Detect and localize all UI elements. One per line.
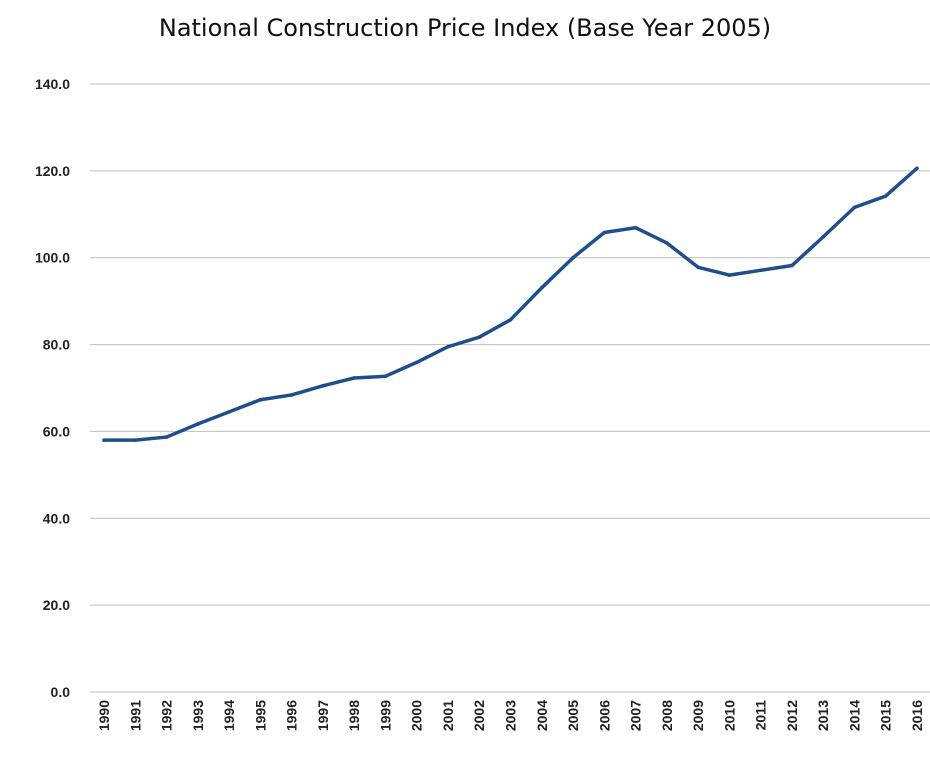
- gridlines: [90, 83, 930, 693]
- x-tick-label: 2004: [534, 700, 550, 731]
- x-tick-label: 2009: [690, 700, 706, 731]
- data-point: [821, 235, 825, 239]
- data-point: [446, 344, 450, 349]
- x-tick-label: 1991: [127, 700, 143, 731]
- y-tick-label: 80.0: [43, 337, 70, 353]
- data-point: [852, 205, 857, 210]
- data-point: [164, 435, 169, 439]
- data-point: [790, 263, 794, 268]
- y-tick-label: 20.0: [43, 597, 70, 613]
- x-tick-label: 2002: [471, 700, 487, 731]
- y-tick-label: 120.0: [35, 163, 70, 179]
- x-tick-label: 2012: [784, 700, 800, 731]
- series-layer: [102, 166, 919, 442]
- data-point: [321, 384, 325, 388]
- data-point: [727, 273, 732, 277]
- x-tick-label: 1993: [190, 700, 206, 731]
- data-point: [602, 230, 607, 235]
- x-tick-label: 1995: [252, 700, 268, 731]
- chart-title: National Construction Price Index (Base …: [158, 14, 772, 42]
- x-tick-label: 2016: [909, 700, 925, 731]
- x-tick-label: 2014: [846, 700, 862, 731]
- y-tick-label: 0.0: [51, 684, 71, 700]
- x-tick-label: 1996: [284, 700, 300, 731]
- data-point: [696, 265, 700, 270]
- x-tick-label: 2006: [596, 700, 612, 731]
- y-axis-ticks: 0.0 20.0 40.0 60.0 80.0 100.0 120.0 140.0: [35, 76, 70, 700]
- x-tick-label: 2000: [409, 700, 425, 731]
- x-tick-label: 2008: [659, 700, 675, 731]
- data-point: [258, 397, 263, 402]
- data-point: [665, 241, 669, 245]
- x-tick-label: 2013: [815, 700, 831, 731]
- x-tick-label: 1999: [377, 700, 393, 731]
- x-tick-label: 1994: [221, 700, 237, 731]
- data-point: [477, 335, 482, 339]
- y-tick-label: 140.0: [35, 76, 70, 92]
- data-point: [196, 422, 200, 426]
- y-tick-label: 100.0: [35, 250, 70, 266]
- data-point: [508, 318, 513, 322]
- x-tick-label: 1998: [346, 700, 362, 731]
- x-axis-ticks: 1990 1991 1992 1993 1994 1995 1996 1997 1998 1999…: [96, 700, 925, 731]
- x-tick-label: 1992: [159, 700, 175, 731]
- data-point: [289, 393, 294, 397]
- data-point: [539, 285, 544, 290]
- data-point: [352, 376, 356, 380]
- data-point: [133, 438, 138, 442]
- data-point: [383, 374, 388, 379]
- y-tick-label: 40.0: [43, 510, 70, 526]
- data-point: [227, 410, 231, 414]
- data-point: [915, 166, 919, 171]
- x-tick-label: 2011: [753, 700, 769, 731]
- x-tick-label: 2010: [721, 700, 737, 731]
- data-point: [414, 360, 419, 365]
- data-point: [102, 438, 106, 442]
- data-point: [883, 194, 888, 198]
- data-point: [758, 268, 763, 273]
- data-point: [633, 225, 638, 230]
- series-line: [102, 166, 919, 442]
- x-tick-label: 1990: [96, 700, 112, 731]
- x-tick-label: 2001: [440, 700, 456, 731]
- x-tick-label: 2007: [628, 700, 644, 731]
- x-tick-label: 1997: [315, 700, 331, 731]
- x-tick-label: 2003: [503, 700, 519, 731]
- x-tick-label: 2015: [878, 700, 894, 731]
- data-point: [571, 255, 575, 260]
- y-tick-label: 60.0: [43, 423, 70, 439]
- x-tick-label: 2005: [565, 700, 581, 731]
